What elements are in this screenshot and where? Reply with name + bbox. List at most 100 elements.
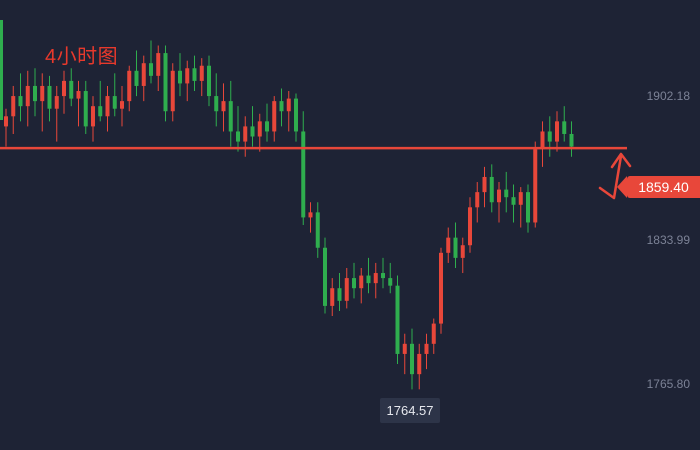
candle <box>446 227 451 263</box>
arrow-stroke <box>598 154 623 200</box>
candle <box>265 103 269 142</box>
candle <box>11 85 16 134</box>
candle <box>134 50 139 97</box>
current-price-tag: 1859.40 <box>627 176 700 198</box>
candle <box>185 60 190 102</box>
candle-body <box>504 189 509 198</box>
y-tick-label: 1833.99 <box>646 233 690 247</box>
candle-body <box>272 101 277 132</box>
candle <box>279 88 284 127</box>
candle-body <box>4 116 8 127</box>
candle-body <box>294 98 298 132</box>
candle-body <box>533 149 538 223</box>
candle-body <box>540 131 545 150</box>
candle <box>344 267 349 309</box>
candle <box>373 262 378 299</box>
candle-body <box>337 288 342 301</box>
candle <box>286 91 291 132</box>
candle-body <box>381 273 385 279</box>
candle-body <box>279 101 284 112</box>
candle-body <box>98 106 103 117</box>
candle-body <box>120 101 124 109</box>
candle <box>69 68 74 107</box>
candle <box>475 182 480 223</box>
candle <box>417 343 422 390</box>
candle <box>497 182 501 223</box>
candle <box>236 106 240 152</box>
candle-body <box>228 101 233 132</box>
candle <box>112 73 117 117</box>
candle-body <box>192 68 197 81</box>
candle-body <box>62 80 66 97</box>
candle <box>83 80 88 134</box>
candle-body <box>33 85 37 102</box>
candle <box>257 113 262 152</box>
candle <box>62 70 66 114</box>
candle-body <box>511 197 516 205</box>
candle-body <box>112 96 117 109</box>
candle-body <box>330 288 335 306</box>
candle <box>141 55 146 102</box>
candle-body <box>91 106 95 127</box>
candle-body <box>431 323 436 344</box>
candle <box>359 267 364 304</box>
candle <box>569 121 574 157</box>
candle-body <box>25 85 30 107</box>
candle-body <box>40 85 45 102</box>
candle <box>207 55 211 107</box>
candle <box>424 333 429 370</box>
candle-body <box>323 247 327 306</box>
candle-body <box>460 245 465 258</box>
candle <box>555 111 559 152</box>
candle <box>33 68 37 117</box>
candle-body <box>11 96 16 117</box>
y-tick-label: 1765.80 <box>646 377 690 391</box>
candle <box>4 108 8 147</box>
candle <box>410 328 414 390</box>
candle-body <box>286 98 291 112</box>
candle-body <box>482 176 487 193</box>
candle-body <box>569 133 574 147</box>
candle-body <box>395 285 400 354</box>
candle-body <box>526 192 530 223</box>
candle <box>468 197 472 253</box>
candle <box>243 116 248 157</box>
candle-body <box>359 275 364 289</box>
candle-body <box>149 63 153 76</box>
candle <box>308 202 313 233</box>
candle-body <box>54 96 59 109</box>
candle <box>105 85 110 132</box>
candle-body <box>178 70 182 84</box>
candle <box>127 65 132 112</box>
candle <box>366 257 371 294</box>
candle-body <box>243 126 248 142</box>
candle-body <box>344 278 349 301</box>
candle-body <box>315 212 320 248</box>
candle <box>489 164 494 213</box>
candle <box>272 96 277 142</box>
candle <box>250 106 255 147</box>
candle-body <box>250 126 255 137</box>
candle <box>518 187 523 228</box>
candle-body <box>257 121 262 137</box>
candle <box>47 75 52 122</box>
candle <box>511 184 516 223</box>
candle <box>228 80 233 147</box>
candle-body <box>468 207 472 246</box>
candle-body <box>308 212 313 218</box>
candle-body <box>518 192 523 205</box>
candle-body <box>352 278 356 289</box>
candle-body <box>105 96 110 117</box>
candle <box>388 262 393 294</box>
candle-body <box>47 85 52 109</box>
candle <box>533 141 538 228</box>
candle <box>170 63 175 122</box>
candle-body <box>156 53 161 76</box>
candle <box>54 85 59 142</box>
candle-body <box>141 63 146 86</box>
candle <box>547 116 552 157</box>
candle <box>76 80 81 127</box>
candle-body <box>547 131 552 142</box>
